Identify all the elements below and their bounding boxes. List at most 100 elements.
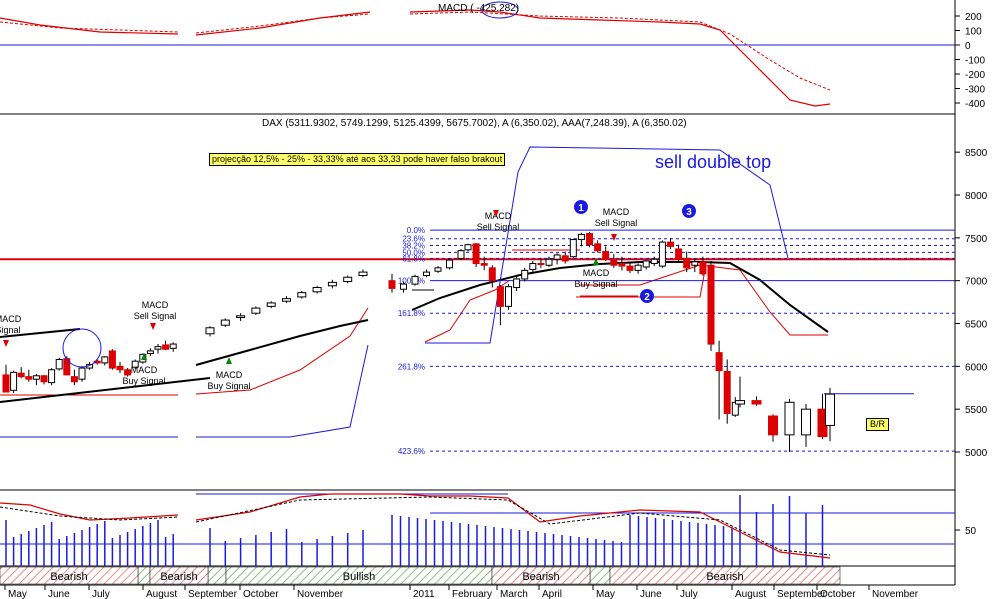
candle-body (388, 280, 396, 289)
macd-line (409, 9, 831, 107)
buy-arrow (593, 258, 599, 265)
candle-body (488, 267, 496, 282)
sell-arrow (150, 323, 156, 330)
candle-body (634, 264, 642, 271)
oscillator-line (195, 493, 831, 559)
macd-sell-signal-note: MACD (142, 300, 169, 310)
fibonacci-label: 100.0% (398, 277, 425, 286)
month-tick-label: September (188, 589, 238, 599)
candle-body (40, 375, 48, 383)
band-label: Bearish (706, 571, 743, 583)
month-tick-label: April (542, 589, 562, 599)
candle-body (658, 241, 666, 267)
band-segment (589, 566, 611, 585)
candle-body (146, 350, 154, 354)
macd-tick-label: -300 (965, 85, 985, 96)
macd-signal-line (409, 11, 831, 91)
moving-average-line (411, 261, 829, 333)
month-tick-label: July (680, 589, 698, 599)
month-tick-label: August (735, 589, 766, 599)
br-label: B/R (866, 418, 890, 431)
month-tick-label: August (146, 589, 177, 599)
candle-body (642, 260, 650, 268)
candle-body (545, 258, 553, 266)
month-tick-label: September (777, 589, 827, 599)
candle-body (131, 360, 139, 368)
candle-body (327, 281, 337, 287)
macd-signal-note: MACD (0, 314, 22, 324)
lower-tick-label: 50 (965, 526, 977, 537)
candle-body (825, 393, 835, 426)
fibonacci-label: 50.0% (402, 248, 425, 257)
candles (2, 231, 835, 452)
fibonacci-label: 161.8% (398, 309, 425, 318)
macd-sell-signal-note: Sell Signal (477, 222, 520, 232)
price-axis: 8500 8000 7500 7000 6500 6000 5500 5000 (955, 148, 988, 459)
candle-body (650, 258, 658, 265)
band-segment (149, 566, 209, 585)
candle-body (521, 269, 529, 280)
month-tick-label: May (596, 589, 615, 599)
candle-body (699, 261, 707, 275)
candle-body (683, 257, 691, 269)
candle-body (602, 251, 610, 260)
price-tick-label: 8500 (965, 148, 988, 159)
candle-body (17, 372, 25, 378)
band-label: Bearish (50, 571, 87, 583)
candle-body (70, 376, 78, 383)
moving-average-line (195, 319, 369, 366)
candle-body (297, 292, 307, 298)
price-tick-label: 8000 (965, 191, 988, 202)
candle-body (220, 319, 230, 326)
candle-body (457, 250, 465, 259)
candle-body (169, 343, 177, 349)
candle-body (586, 233, 593, 246)
band-label: Bearish (522, 571, 559, 583)
macd-tick-label: -400 (965, 99, 985, 110)
month-tick-label: June (48, 589, 70, 599)
trend-line (0, 377, 211, 403)
candle-body (715, 352, 723, 372)
lower-band-line (576, 269, 706, 298)
oscillator-signal-line (195, 496, 831, 556)
candle-body (411, 275, 419, 285)
band-segment (137, 566, 151, 585)
candle-body (751, 400, 762, 405)
lower-band-line (580, 264, 828, 336)
macd-tick-label: -100 (965, 56, 985, 67)
candle-body (55, 358, 63, 370)
month-tick-label: February (452, 589, 492, 599)
macd-axis: 200 100 0 -100 -200 -300 -400 (0, 12, 985, 110)
lower-panel: 50 (0, 493, 977, 566)
candle-body (25, 376, 33, 380)
candle-body (723, 370, 731, 414)
month-tick-label: May (8, 589, 27, 599)
macd-buy-signal-note: MACD (131, 365, 158, 375)
macd-sell-signal-note: MACD (485, 211, 512, 221)
sell-arrow (3, 340, 9, 347)
macd-signal-line (195, 13, 371, 34)
macd-sell-signal-note: MACD (603, 207, 630, 217)
upper-band-line (196, 344, 369, 438)
candle-body (205, 327, 215, 335)
fibonacci-label: 0.0% (407, 226, 425, 235)
price-tick-label: 7500 (965, 234, 988, 245)
candle-body (735, 400, 745, 405)
candle-body (2, 374, 10, 393)
candle-body (236, 315, 246, 319)
candle-body (691, 261, 699, 266)
month-tick-label: October (243, 589, 279, 599)
price-tick-label: 5500 (965, 405, 988, 416)
price-tick-label: 6500 (965, 320, 988, 331)
band-segment (207, 566, 227, 585)
macd-sell-signal-note: Sell Signal (134, 311, 177, 321)
numbered-marker (574, 200, 588, 214)
band-segment (491, 566, 591, 585)
candle-body (618, 263, 626, 267)
x-axis-months: May June July August September October Novembe… (4, 585, 919, 599)
buy-arrow (226, 357, 232, 364)
macd-buy-signal-note: MACD (216, 370, 243, 380)
candle-body (496, 286, 504, 307)
month-tick-label: October (820, 589, 856, 599)
